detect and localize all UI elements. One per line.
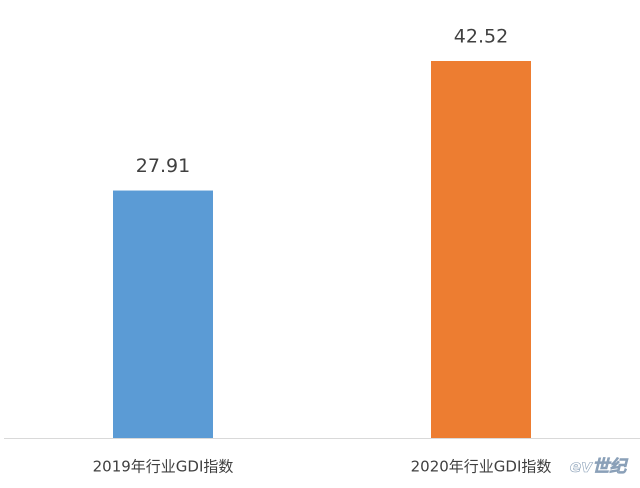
data-label: 27.91 [136, 155, 190, 177]
data-label: 42.52 [454, 25, 508, 47]
x-tick-label: 2019年行业GDI指数 [93, 458, 234, 476]
bar [431, 60, 531, 439]
x-tick-label: 2020年行业GDI指数 [411, 458, 552, 476]
bar [113, 190, 213, 438]
watermark: ev世纪 [570, 457, 629, 477]
